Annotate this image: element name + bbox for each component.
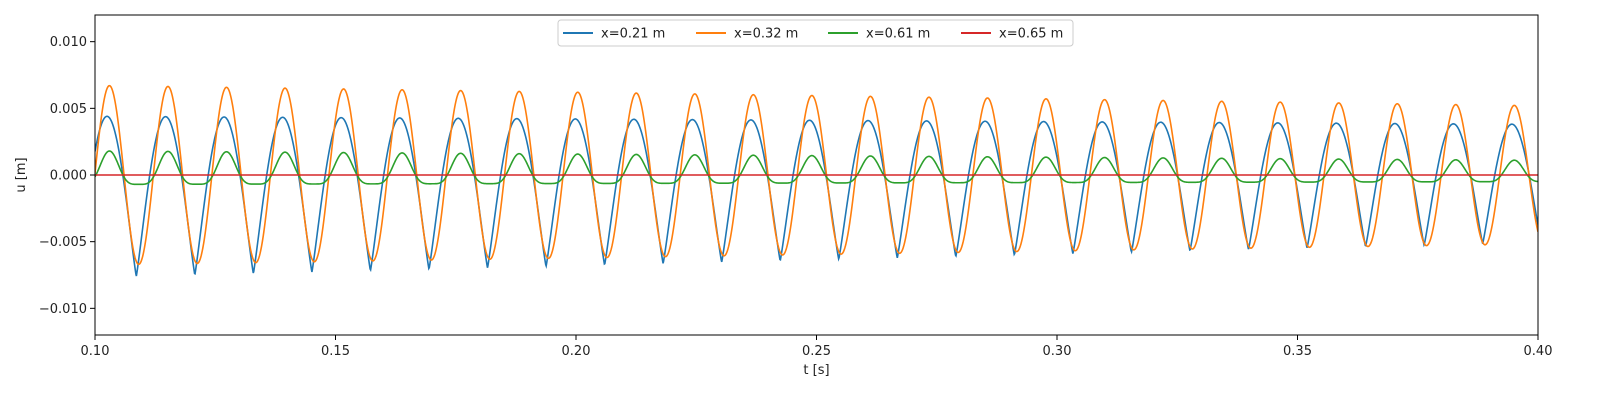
x-axis: 0.10 0.15 0.20 0.25 0.30 0.35 0.40 bbox=[81, 335, 1553, 359]
y-tick-label: 0.010 bbox=[50, 35, 87, 50]
series-line-2 bbox=[95, 84, 1538, 266]
y-tick-label: 0.000 bbox=[50, 169, 87, 184]
x-tick-label: 0.10 bbox=[81, 344, 110, 359]
series-line-3 bbox=[95, 150, 1538, 186]
y-axis-label: u [m] bbox=[14, 157, 29, 192]
series-layer bbox=[95, 84, 1538, 277]
x-tick-label: 0.20 bbox=[562, 344, 591, 359]
x-tick-label: 0.35 bbox=[1283, 344, 1312, 359]
legend-label: x=0.61 m bbox=[866, 27, 930, 42]
legend-label: x=0.21 m bbox=[601, 27, 665, 42]
x-tick-label: 0.25 bbox=[802, 344, 831, 359]
y-tick-label: −0.005 bbox=[39, 235, 87, 250]
legend: x=0.21 m x=0.32 m x=0.61 m x=0.65 m bbox=[557, 19, 1074, 47]
x-axis-label: t [s] bbox=[803, 363, 829, 378]
y-tick-label: 0.005 bbox=[50, 102, 87, 117]
legend-label: x=0.65 m bbox=[999, 27, 1063, 42]
legend-label: x=0.32 m bbox=[734, 27, 798, 42]
x-tick-label: 0.30 bbox=[1043, 344, 1072, 359]
x-tick-label: 0.40 bbox=[1524, 344, 1553, 359]
x-tick-label: 0.15 bbox=[321, 344, 350, 359]
y-axis: 0.010 0.005 0.000 −0.005 −0.010 bbox=[39, 35, 95, 317]
legend-box bbox=[557, 19, 1074, 47]
y-tick-label: −0.010 bbox=[39, 302, 87, 317]
